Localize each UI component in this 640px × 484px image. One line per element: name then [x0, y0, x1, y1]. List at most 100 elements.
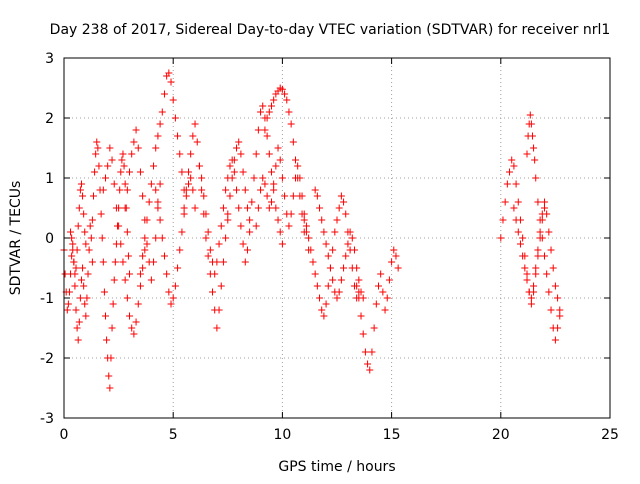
data-point: [87, 234, 95, 242]
data-point: [243, 246, 251, 254]
data-point: [105, 372, 113, 380]
data-point: [246, 216, 254, 224]
data-point: [241, 258, 249, 266]
data-point: [180, 204, 188, 212]
series-arc-10: [224, 102, 286, 248]
data-point: [530, 282, 538, 290]
data-point: [335, 288, 343, 296]
data-point: [93, 138, 101, 146]
data-point: [119, 150, 127, 158]
data-point: [213, 324, 221, 332]
data-point: [73, 246, 81, 254]
data-point: [526, 111, 534, 119]
data-point: [184, 180, 192, 188]
data-point: [283, 96, 291, 104]
data-point: [233, 186, 241, 194]
x-tick-label: 15: [383, 427, 401, 443]
data-point: [217, 222, 225, 230]
data-point: [226, 162, 234, 170]
data-point: [270, 186, 278, 194]
data-point: [167, 78, 175, 86]
data-point: [100, 288, 108, 296]
data-point: [261, 180, 269, 188]
data-point: [532, 270, 540, 278]
data-point: [206, 246, 214, 254]
data-point: [147, 276, 155, 284]
data-point: [527, 120, 535, 128]
data-point: [322, 240, 330, 248]
data-point: [309, 258, 317, 266]
data-point: [519, 252, 527, 260]
data-point: [118, 156, 126, 164]
series-arc-18: [510, 198, 564, 320]
x-tick-label: 5: [169, 427, 178, 443]
data-point: [316, 204, 324, 212]
data-point: [359, 330, 367, 338]
data-point: [77, 180, 85, 188]
data-point: [156, 120, 164, 128]
data-point: [202, 210, 210, 218]
data-point: [267, 168, 275, 176]
data-point: [108, 156, 116, 164]
data-point: [278, 85, 286, 93]
data-point: [121, 276, 129, 284]
data-point: [265, 150, 273, 158]
x-tick-label: 25: [601, 427, 619, 443]
y-tick-label: -2: [40, 351, 54, 367]
data-point: [248, 198, 256, 206]
data-point: [294, 162, 302, 170]
data-point: [383, 294, 391, 302]
data-point: [237, 222, 245, 230]
data-point: [523, 276, 531, 284]
data-point: [392, 252, 400, 260]
data-point: [150, 258, 158, 266]
data-point: [368, 348, 376, 356]
data-point: [182, 186, 190, 194]
data-point: [104, 162, 112, 170]
data-point: [265, 204, 273, 212]
data-point: [139, 264, 147, 272]
data-point: [259, 174, 267, 182]
data-point: [116, 186, 124, 194]
data-point: [390, 246, 398, 254]
data-point: [134, 144, 142, 152]
data-point: [540, 252, 548, 260]
data-point: [82, 240, 90, 248]
data-point: [107, 354, 115, 362]
data-point: [246, 228, 254, 236]
data-point: [311, 270, 319, 278]
data-point: [117, 168, 125, 176]
data-point: [154, 204, 162, 212]
data-point: [101, 312, 109, 320]
data-point: [501, 198, 509, 206]
data-point: [99, 258, 107, 266]
data-point: [79, 264, 87, 272]
data-point: [281, 192, 289, 200]
data-point: [204, 228, 212, 236]
data-point: [204, 252, 212, 260]
data-point: [342, 210, 350, 218]
data-point: [136, 282, 144, 290]
data-point: [117, 240, 125, 248]
data-point: [80, 282, 88, 290]
data-point: [85, 246, 93, 254]
data-point: [263, 114, 271, 122]
data-point: [243, 204, 251, 212]
data-point: [355, 294, 363, 302]
data-point: [77, 276, 85, 284]
data-point: [70, 258, 78, 266]
data-point: [176, 246, 184, 254]
data-point: [287, 120, 295, 128]
data-point: [156, 216, 164, 224]
data-point: [326, 264, 334, 272]
data-point: [160, 252, 168, 260]
data-point: [95, 162, 103, 170]
series-arc-6: [136, 69, 188, 278]
series-arc-14: [311, 186, 367, 302]
data-point: [83, 294, 91, 302]
data-point: [300, 210, 308, 218]
data-point: [540, 204, 548, 212]
y-tick-label: -3: [40, 411, 54, 427]
data-point: [534, 198, 542, 206]
axis-ticks: 0 5 10 15 20 25 -3 -2 -1 0 1 2 3: [40, 51, 619, 443]
